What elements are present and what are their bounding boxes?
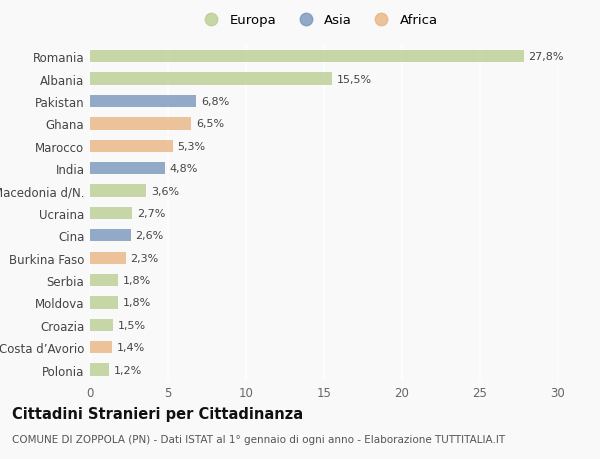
- Text: 2,7%: 2,7%: [137, 208, 165, 218]
- Bar: [90, 207, 132, 219]
- Text: 27,8%: 27,8%: [529, 52, 564, 62]
- Bar: [90, 162, 165, 175]
- Bar: [90, 341, 112, 353]
- Text: Cittadini Stranieri per Cittadinanza: Cittadini Stranieri per Cittadinanza: [12, 406, 303, 421]
- Bar: [90, 252, 126, 264]
- Bar: [90, 185, 146, 197]
- Bar: [90, 319, 113, 331]
- Text: 3,6%: 3,6%: [151, 186, 179, 196]
- Bar: [90, 73, 332, 85]
- Bar: [90, 230, 131, 242]
- Text: 15,5%: 15,5%: [337, 74, 371, 84]
- Text: 2,6%: 2,6%: [135, 231, 163, 241]
- Text: 1,4%: 1,4%: [116, 342, 145, 353]
- Text: 1,2%: 1,2%: [113, 365, 142, 375]
- Bar: [90, 51, 524, 63]
- Legend: Europa, Asia, Africa: Europa, Asia, Africa: [193, 9, 443, 33]
- Text: 1,8%: 1,8%: [123, 298, 151, 308]
- Text: 4,8%: 4,8%: [170, 164, 198, 174]
- Bar: [90, 95, 196, 108]
- Text: 2,3%: 2,3%: [131, 253, 159, 263]
- Text: 1,5%: 1,5%: [118, 320, 146, 330]
- Bar: [90, 118, 191, 130]
- Text: 5,3%: 5,3%: [178, 141, 205, 151]
- Bar: [90, 364, 109, 376]
- Bar: [90, 274, 118, 286]
- Bar: [90, 297, 118, 309]
- Text: 1,8%: 1,8%: [123, 275, 151, 285]
- Text: COMUNE DI ZOPPOLA (PN) - Dati ISTAT al 1° gennaio di ogni anno - Elaborazione TU: COMUNE DI ZOPPOLA (PN) - Dati ISTAT al 1…: [12, 434, 505, 444]
- Text: 6,5%: 6,5%: [196, 119, 224, 129]
- Bar: [90, 140, 173, 152]
- Text: 6,8%: 6,8%: [201, 97, 229, 107]
